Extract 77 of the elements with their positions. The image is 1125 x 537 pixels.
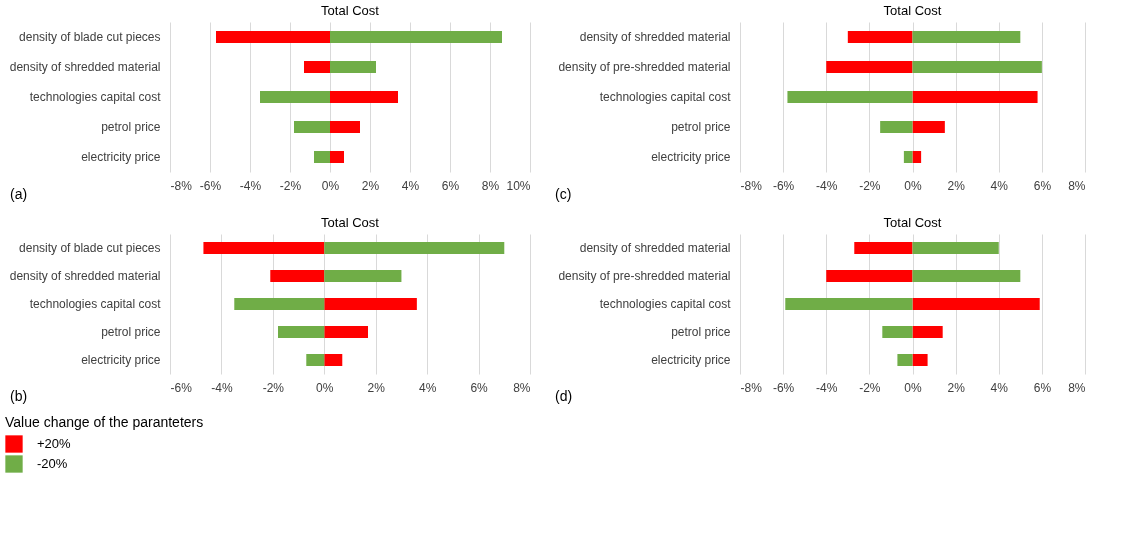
text: (b): [10, 388, 28, 404]
chart-title: Total Cost: [321, 215, 380, 230]
x-tick-label: -2%: [279, 178, 302, 193]
chart-title: Total Cost: [883, 3, 942, 18]
x-tick-label: -8%: [170, 178, 193, 193]
x-tick-label: -2%: [262, 380, 285, 395]
y-tick-label: density of pre-shredded material: [558, 269, 731, 283]
y-tick-label: density of shredded material: [579, 30, 731, 44]
y-tick-label: petrol price: [101, 325, 161, 339]
x-tick-label: 8%: [1068, 178, 1086, 193]
y-tick-label: density of shredded material: [9, 269, 161, 283]
y-tick-label: electricity price: [81, 150, 161, 164]
bar: [330, 151, 344, 163]
y-tick-label: electricity price: [651, 150, 731, 164]
y-tick-label: electricity price: [651, 353, 731, 367]
x-tick-label: 6%: [1033, 380, 1052, 395]
x-tick-label: 10%: [506, 178, 531, 193]
y-tick-label: electricity price: [81, 353, 161, 367]
y-tick-label: technologies capital cost: [599, 297, 732, 311]
y-tick-label: density of shredded material: [9, 60, 161, 74]
bar: [330, 31, 502, 43]
x-tick-label: -2%: [859, 178, 881, 193]
bar: [216, 31, 330, 43]
x-tick-label: 0%: [904, 380, 922, 395]
x-tick-label: -6%: [772, 178, 795, 193]
bar: [260, 91, 330, 103]
x-tick-label: 8%: [1068, 380, 1086, 395]
x-tick-label: 0%: [321, 178, 340, 193]
x-tick-label: 2%: [947, 380, 966, 395]
x-tick-label: 4%: [990, 178, 1009, 193]
y-tick-label: petrol price: [101, 120, 161, 134]
legend-label: -20%: [37, 456, 68, 471]
x-tick-label: -4%: [816, 178, 838, 193]
x-tick-label: 2%: [361, 178, 380, 193]
y-tick-label: petrol price: [671, 325, 731, 339]
x-tick-label: -6%: [170, 380, 193, 395]
y-tick-label: technologies capital cost: [29, 297, 162, 311]
x-tick-label: 6%: [1033, 178, 1052, 193]
x-tick-label: 8%: [513, 380, 531, 395]
x-tick-label: 4%: [418, 380, 437, 395]
x-tick-label: -8%: [740, 380, 763, 395]
text: (d): [555, 388, 573, 404]
x-tick-label: 4%: [990, 380, 1009, 395]
x-tick-label: -6%: [772, 380, 795, 395]
bar: [314, 151, 330, 163]
bar: [304, 61, 330, 73]
y-tick-label: density of blade cut pieces: [19, 241, 161, 255]
bar: [294, 121, 330, 133]
text: (c): [555, 186, 572, 202]
x-tick-label: 0%: [316, 380, 334, 395]
bar: [330, 91, 398, 103]
chart-title: Total Cost: [321, 3, 380, 18]
bar: [330, 121, 360, 133]
x-tick-label: 8%: [481, 178, 500, 193]
x-tick-label: -8%: [740, 178, 763, 193]
x-tick-label: 2%: [367, 380, 386, 395]
x-tick-label: -4%: [816, 380, 838, 395]
x-tick-label: -6%: [199, 178, 222, 193]
y-tick-label: petrol price: [671, 120, 731, 134]
bar: [330, 61, 376, 73]
legend-label: +20%: [37, 436, 72, 451]
x-tick-label: -4%: [239, 178, 262, 193]
x-tick-label: 6%: [470, 380, 489, 395]
chart-title: Total Cost: [883, 215, 942, 230]
y-tick-label: technologies capital cost: [599, 90, 732, 104]
x-tick-label: -2%: [859, 380, 881, 395]
y-tick-label: density of shredded material: [579, 241, 731, 255]
text: (a): [10, 186, 28, 202]
x-tick-label: 0%: [904, 178, 922, 193]
y-tick-label: technologies capital cost: [29, 90, 162, 104]
x-tick-label: 2%: [947, 178, 966, 193]
legend-title: Value change of the paranteters: [5, 414, 204, 430]
x-tick-label: 4%: [401, 178, 420, 193]
y-tick-label: density of pre-shredded material: [558, 60, 731, 74]
x-tick-label: 6%: [441, 178, 460, 193]
y-tick-label: density of blade cut pieces: [19, 30, 161, 44]
x-tick-label: -4%: [211, 380, 233, 395]
